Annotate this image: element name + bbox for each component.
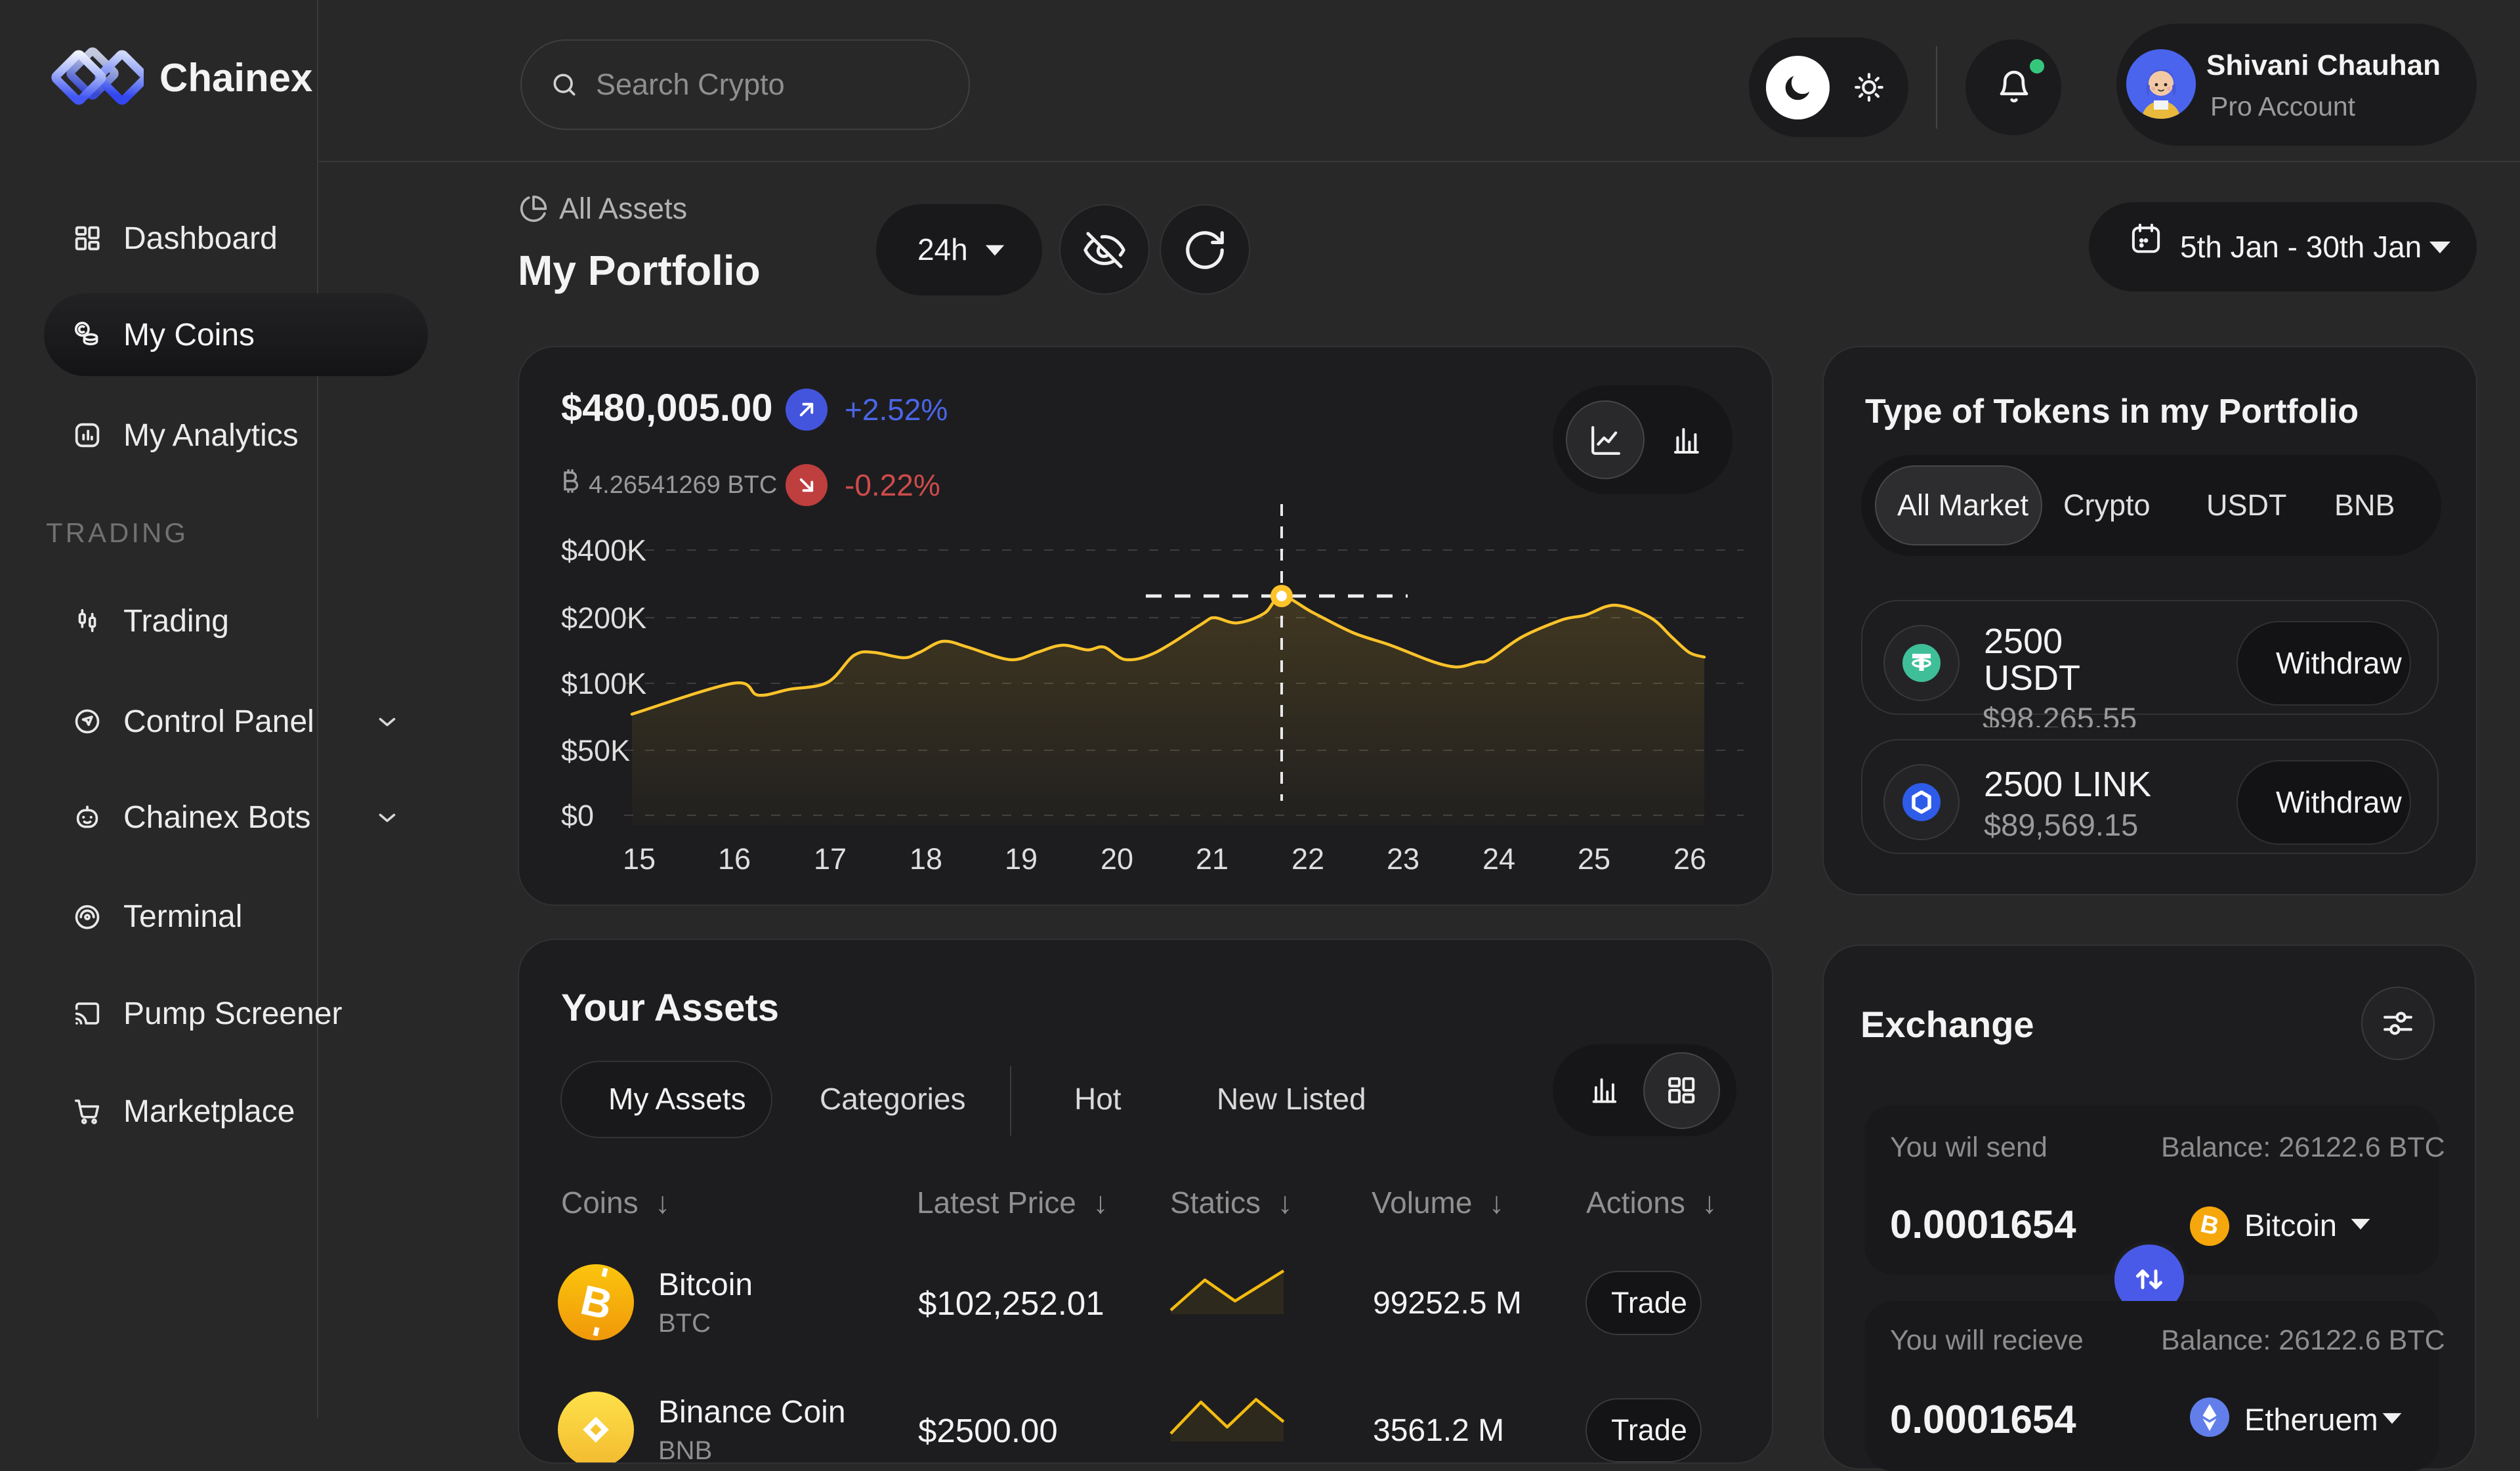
svg-text:25: 25: [1578, 842, 1610, 876]
svg-text:24: 24: [1482, 842, 1515, 876]
svg-text:18: 18: [910, 842, 942, 876]
svg-text:22: 22: [1292, 842, 1324, 876]
svg-text:$200K: $200K: [561, 601, 646, 635]
svg-text:16: 16: [718, 842, 751, 876]
svg-text:$100K: $100K: [561, 667, 646, 700]
svg-text:17: 17: [814, 842, 847, 876]
svg-text:23: 23: [1387, 842, 1419, 876]
svg-text:$50K: $50K: [561, 734, 630, 767]
svg-text:$0: $0: [561, 799, 594, 832]
svg-text:21: 21: [1196, 842, 1228, 876]
svg-text:26: 26: [1673, 842, 1706, 876]
svg-text:19: 19: [1005, 842, 1038, 876]
svg-text:15: 15: [623, 842, 656, 876]
svg-text:$400K: $400K: [561, 534, 646, 567]
svg-text:20: 20: [1101, 842, 1133, 876]
